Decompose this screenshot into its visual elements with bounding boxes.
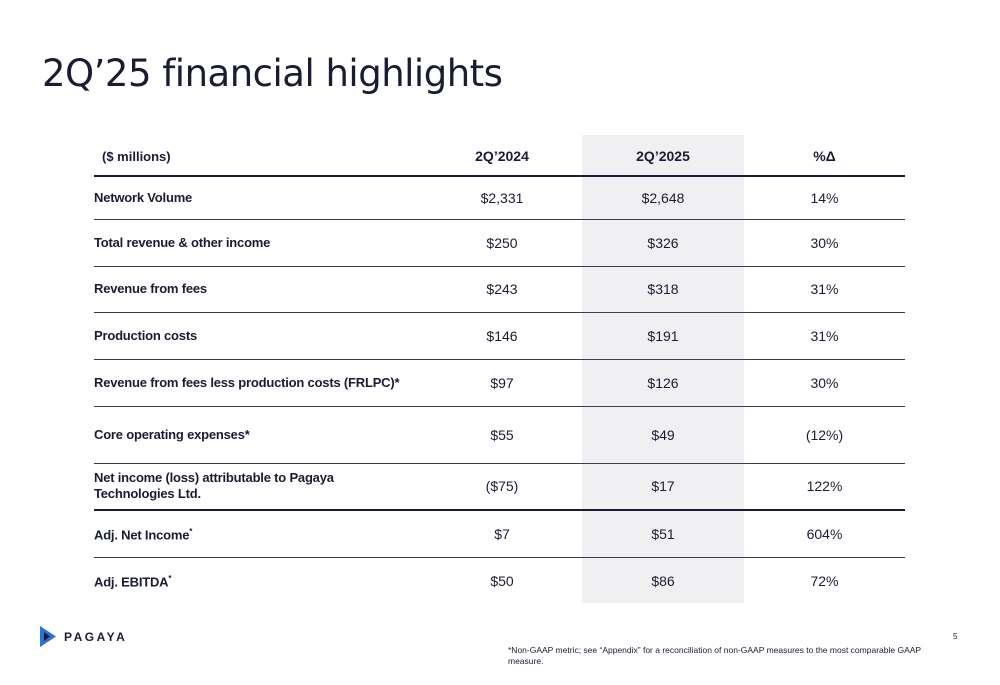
row-label-text: Adj. Net Income (94, 527, 190, 543)
page-number: 5 (953, 632, 958, 641)
row-label: Revenue from fees less production costs … (94, 359, 422, 407)
row-label: Revenue from fees (94, 266, 422, 313)
row-label: Production costs (94, 312, 422, 360)
table-row: Net income (loss) attributable to Pagaya… (94, 463, 905, 511)
cell-2q2024: $7 (422, 510, 582, 558)
table-row: Revenue from fees $243 $318 31% (94, 266, 905, 313)
cell-2q2025: $191 (582, 312, 744, 360)
cell-2q2024: $50 (490, 572, 514, 589)
cell-2q2025: $86 (651, 572, 675, 589)
table-row: Adj. EBITDA* $50 $86 72% (94, 557, 905, 604)
pagaya-logo: PAGAYA (40, 626, 127, 647)
cell-2q2024: $55 (422, 406, 582, 464)
row-label: Adj. EBITDA* (94, 557, 422, 604)
header-change: %Δ (744, 137, 905, 177)
cell-2q2025: $2,648 (582, 176, 744, 220)
table-header-row: ($ millions) 2Q’2024 2Q’2025 %Δ (94, 137, 905, 177)
cell-2q2024: $250 (422, 219, 582, 267)
row-label-text: Adj. EBITDA (94, 574, 169, 590)
table-row: Adj. Net Income* $7 $51 604% (94, 510, 905, 558)
header-2q2024: 2Q’2024 (422, 137, 582, 177)
table-row: Revenue from fees less production costs … (94, 359, 905, 407)
cell-change: 31% (744, 312, 905, 360)
cell-change: 14% (744, 176, 905, 220)
table-row: Core operating expenses* $55 $49 (12%) (94, 406, 905, 464)
cell-change: 31% (744, 266, 905, 313)
row-label-text: Net income (loss) attributable to Pagaya… (94, 470, 334, 502)
cell-2q2025: $326 (582, 219, 744, 267)
cell-2q2024: ($75) (422, 463, 582, 511)
cell-2q2025: $49 (582, 406, 744, 464)
cell-2q2025: $51 (582, 510, 744, 558)
logo-wordmark: PAGAYA (64, 629, 128, 644)
header-units: ($ millions) (94, 137, 422, 177)
cell-change: (12%) (744, 406, 905, 464)
cell-change: 72% (810, 572, 839, 589)
footnote: *Non-GAAP metric; see “Appendix” for a r… (508, 645, 921, 666)
cell-change: 30% (744, 359, 905, 407)
pagaya-logo-icon (40, 626, 56, 647)
cell-2q2025: $126 (582, 359, 744, 407)
header-2q2025: 2Q’2025 (582, 137, 744, 177)
row-label: Network Volume (94, 176, 422, 220)
cell-2q2025: $318 (582, 266, 744, 313)
cell-2q2024: $243 (422, 266, 582, 313)
cell-2q2025: $17 (582, 463, 744, 511)
footnote-marker: * (189, 527, 193, 537)
cell-2q2024: $97 (422, 359, 582, 407)
slide-title: 2Q’25 financial highlights (42, 52, 503, 95)
cell-change: 604% (744, 510, 905, 558)
cell-change: 30% (744, 219, 905, 267)
table-row: Production costs $146 $191 31% (94, 312, 905, 360)
row-label: Total revenue & other income (94, 219, 422, 267)
row-label: Net income (loss) attributable to Pagaya… (94, 463, 422, 511)
cell-2q2024: $146 (422, 312, 582, 360)
footnote-marker: * (168, 574, 172, 584)
cell-2q2024: $2,331 (422, 176, 582, 220)
table-row: Network Volume $2,331 $2,648 14% (94, 176, 905, 220)
row-label: Core operating expenses* (94, 406, 422, 464)
financial-highlights-table: ($ millions) 2Q’2024 2Q’2025 %Δ Network … (94, 137, 905, 604)
table-row: Total revenue & other income $250 $326 3… (94, 219, 905, 267)
row-label: Adj. Net Income* (94, 510, 422, 558)
cell-change: 122% (744, 463, 905, 511)
